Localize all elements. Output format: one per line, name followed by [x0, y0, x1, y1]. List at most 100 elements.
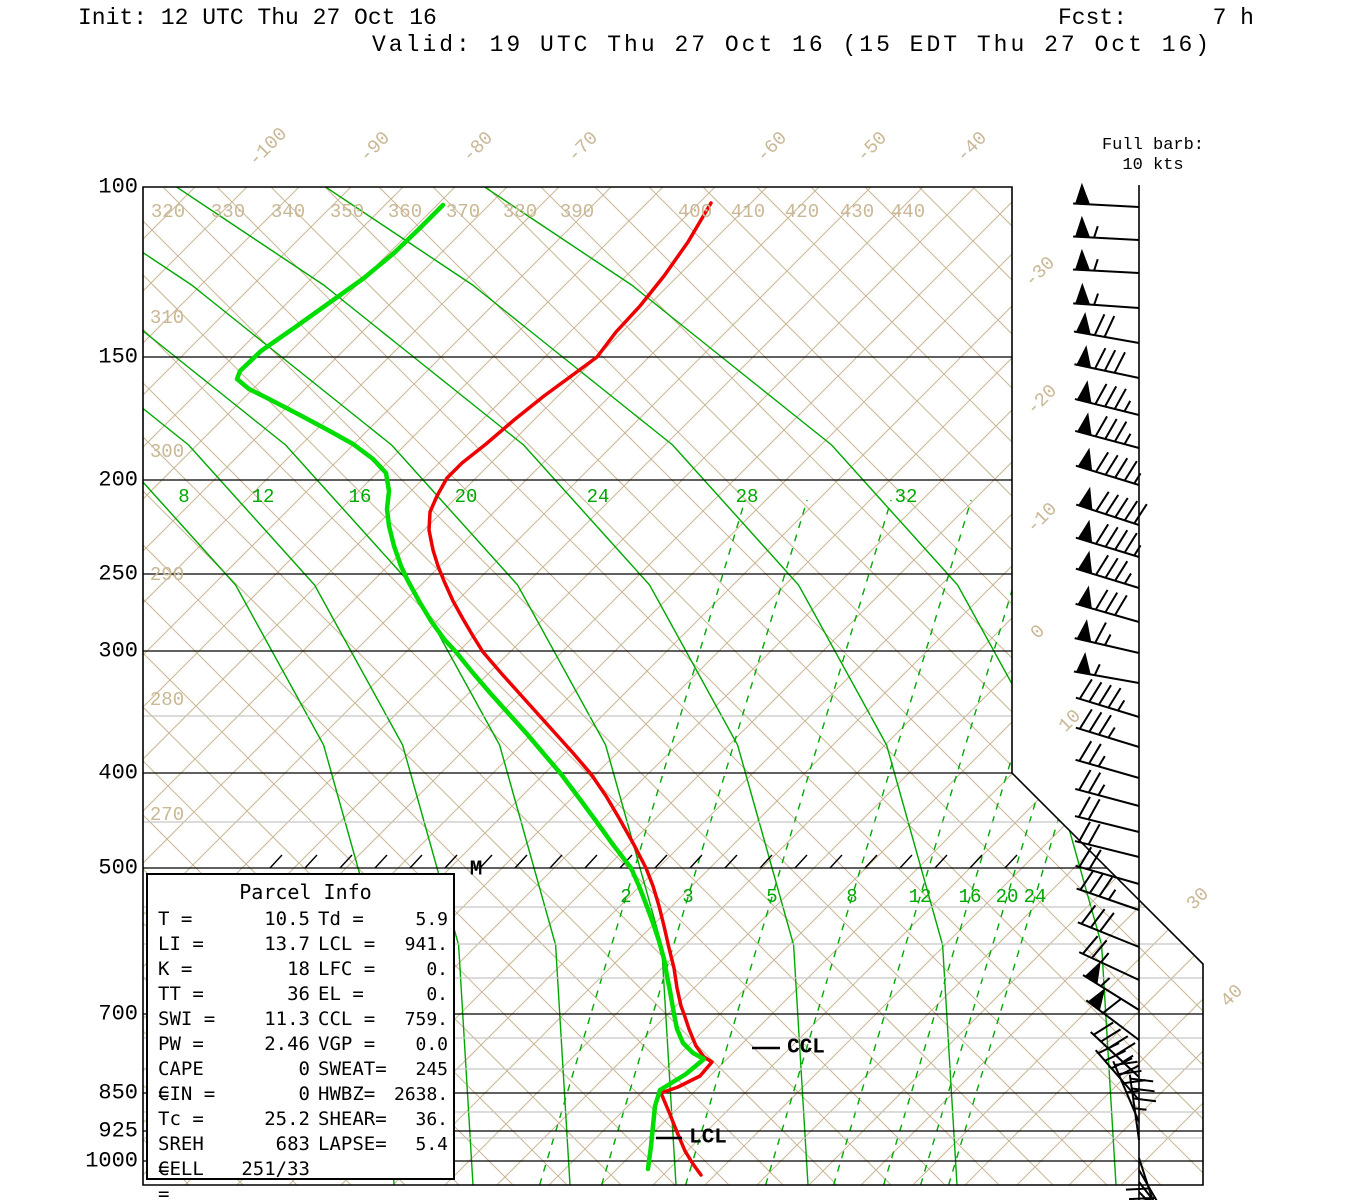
dry-adiabat-line	[756, 187, 1203, 1185]
mixing-ratio-label-3: 3	[682, 886, 694, 908]
moist-line-label-8: 8	[178, 486, 190, 508]
wind-barb-legend: Full barb: 10 kts	[1098, 136, 1208, 176]
parcel-info-panel: Parcel Info T = 10.5 Td = 5.9 LI = 13.7 LCL = 9…	[146, 873, 455, 1200]
parcel-row: CAPE = 0 SWEAT= 245	[158, 1057, 453, 1105]
isotherm-line	[143, 187, 508, 1185]
hatch-tick	[899, 854, 913, 869]
pressure-label-500: 500	[98, 855, 138, 881]
init-time: Init: 12 UTC Thu 27 Oct 16	[78, 5, 437, 31]
mixing-ratio-label-12: 12	[908, 886, 932, 908]
hatch-tick	[444, 854, 458, 869]
barb-legend-line2: 10 kts	[1122, 156, 1184, 175]
wind-barb	[1073, 282, 1140, 309]
dry-adiabat-label-430: 430	[839, 201, 875, 223]
dry-adiabat-line	[143, 187, 1054, 1185]
pressure-label-1000: 1000	[85, 1148, 138, 1174]
parcel-row: CELL = 251/33	[158, 1157, 453, 1200]
parcel-v2-10	[394, 1157, 448, 1182]
mixing-ratio-label-8: 8	[846, 886, 858, 908]
hatch-tick	[864, 854, 878, 869]
parcel-v2-7: 2638.	[394, 1084, 449, 1105]
isotherm-line	[143, 187, 404, 1185]
parcel-v2-0: 5.9	[415, 909, 448, 930]
isotherm-line	[143, 187, 560, 1185]
isotherm-line	[143, 187, 872, 1185]
hatch-tick	[969, 854, 983, 869]
wind-barb	[1077, 904, 1140, 948]
parcel-row: TT = 36 EL = 0.	[158, 982, 453, 1007]
parcel-l2-9: LAPSE=	[318, 1133, 387, 1155]
wind-barb	[1073, 215, 1140, 241]
mixing-ratio-label-2: 2	[620, 886, 632, 908]
dry-adiabat-label-370: 370	[445, 201, 481, 223]
dry-adiabat-label-left-290: 290	[149, 564, 185, 586]
dry-adiabat-line	[702, 187, 1203, 1185]
wind-barb	[1074, 412, 1140, 449]
isotherm-line	[704, 187, 1203, 1185]
wind-barb	[1128, 1074, 1157, 1141]
parcel-l2-4: CCL =	[318, 1008, 376, 1030]
dry-adiabat-label-340: 340	[270, 201, 306, 223]
dry-adiabat-label-left-300: 300	[149, 441, 185, 463]
wind-barb	[1074, 769, 1140, 807]
hatch-tick	[584, 854, 598, 869]
hatch-tick	[339, 854, 353, 869]
fcst-value: 7 h	[1212, 5, 1254, 31]
dry-adiabat-line	[1188, 187, 1203, 1185]
hatch-tick	[689, 854, 703, 869]
mixing-ratio-line	[538, 499, 746, 1185]
parcel-row: CIN = 0 HWBZ= 2638.	[158, 1082, 453, 1107]
parcel-row: SREH = 683 LAPSE= 5.4	[158, 1132, 453, 1180]
isotherm-line	[444, 187, 1203, 1185]
wind-barb	[1075, 519, 1142, 558]
parcel-l1-4: SWI =	[158, 1008, 216, 1030]
pressure-label-200: 200	[98, 467, 138, 493]
wind-barbs-group	[1073, 182, 1158, 1200]
wind-barb	[1074, 380, 1140, 416]
moist-line-label-20: 20	[454, 486, 478, 508]
dry-adiabat-line	[270, 187, 1203, 1185]
isotherm-line	[143, 187, 664, 1185]
dry-adiabat-line	[143, 187, 730, 1185]
barb-legend-line1: Full barb:	[1101, 136, 1205, 155]
hatch-tick	[409, 854, 423, 869]
m-level-marker: M	[469, 858, 483, 882]
parcel-v2-4: 759.	[404, 1009, 448, 1030]
pressure-label-850: 850	[98, 1080, 138, 1106]
wind-barb	[1075, 486, 1148, 526]
moist-adiabat-line	[322, 187, 958, 1185]
lcl-marker: LCL	[689, 1126, 727, 1150]
moist-adiabat-line	[173, 187, 809, 1185]
wind-barb	[1138, 1191, 1149, 1200]
hatch-tick	[304, 854, 318, 869]
dry-adiabat-label-350: 350	[329, 201, 365, 223]
dry-adiabat-label-400: 400	[677, 201, 713, 223]
wind-barb	[1073, 311, 1140, 344]
wind-barb	[1075, 740, 1140, 779]
isotherm-line	[1016, 187, 1203, 1185]
parcel-l2-1: LCL =	[318, 933, 376, 955]
parcel-v2-3: 0.	[426, 984, 448, 1005]
moist-adiabat-line	[143, 187, 474, 1185]
pressure-label-150: 150	[98, 344, 138, 370]
dry-adiabat-line	[216, 187, 1203, 1185]
mixing-ratio-label-16: 16	[958, 886, 982, 908]
pressure-label-100: 100	[98, 174, 138, 200]
pressure-label-400: 400	[98, 760, 138, 786]
dry-adiabat-label-390: 390	[559, 201, 595, 223]
moist-adiabat-line	[143, 187, 571, 1185]
mixing-ratio-label-5: 5	[766, 886, 778, 908]
dry-adiabat-line	[143, 187, 838, 1185]
ccl-marker: CCL	[787, 1036, 825, 1060]
dry-adiabat-label-320: 320	[150, 201, 186, 223]
wind-barb	[1138, 1181, 1155, 1200]
wind-barb	[1138, 1169, 1158, 1200]
parcel-row: K = 18 LFC = 0.	[158, 957, 453, 982]
dry-adiabat-line	[143, 187, 784, 1185]
moist-line-label-24: 24	[586, 486, 610, 508]
parcel-info-rows: T = 10.5 Td = 5.9 LI = 13.7 LCL = 941. K = 18 LFC …	[158, 907, 453, 1200]
isotherm-line	[756, 187, 1203, 1185]
hatch-tick	[759, 854, 773, 869]
dewpoint-profile	[234, 202, 707, 1172]
